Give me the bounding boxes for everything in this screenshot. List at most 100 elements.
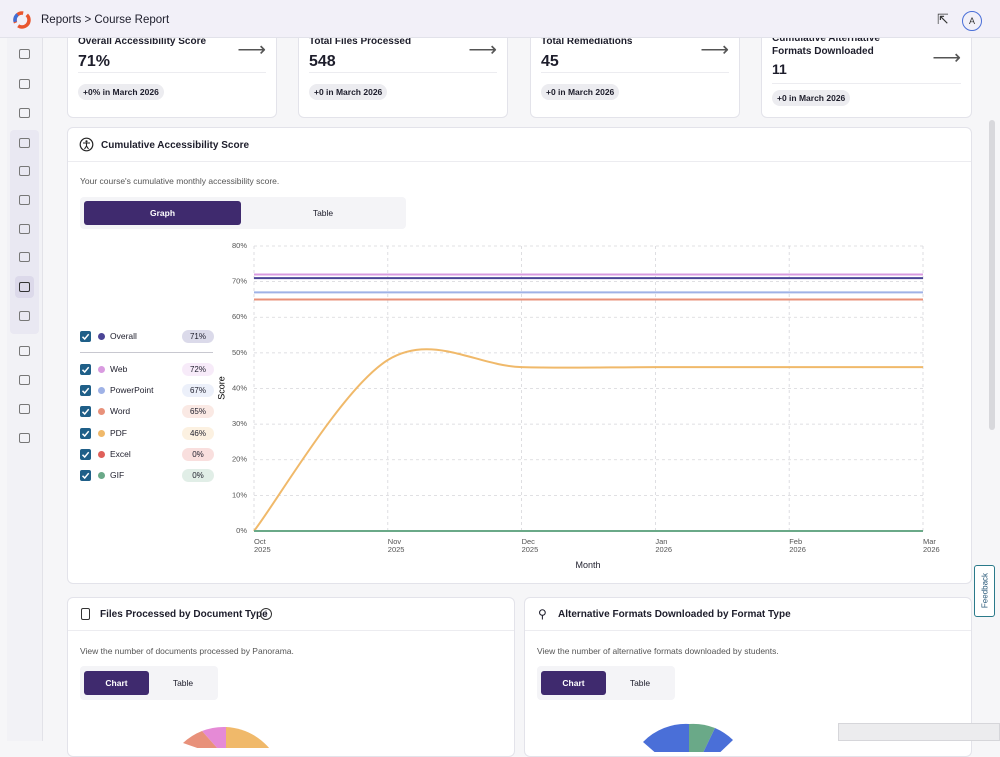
checkbox[interactable] <box>80 364 91 375</box>
legend-value: 72% <box>182 363 214 376</box>
x-tick-label: Dec 2025 <box>521 537 539 554</box>
legend-label: Word <box>110 406 131 417</box>
line-chart: Score 0% 10% 20% 30% 40% 50% 60% 70% 80% <box>216 241 924 535</box>
card-change: +0% in March 2026 <box>78 84 164 100</box>
card-value: 45 <box>541 53 559 70</box>
nav-group <box>10 130 39 334</box>
nav-icon[interactable] <box>19 404 30 414</box>
card-value: 11 <box>772 61 787 77</box>
scrollbar[interactable] <box>989 120 995 430</box>
x-tick-label: Mar 2026 <box>923 537 940 554</box>
y-tick-label: 0% <box>236 526 247 535</box>
header: Reports > Course Report ⇱ A <box>0 0 1000 38</box>
legend-divider <box>80 352 213 353</box>
legend-item[interactable]: PDF 46% <box>80 426 215 443</box>
logo <box>13 11 31 29</box>
nav-icon[interactable] <box>19 311 30 321</box>
stat-card[interactable]: Cumulative Alternative Formats Downloade… <box>761 22 972 118</box>
files-panel: Files Processed by Document Type i View … <box>67 597 515 757</box>
feedback-tab[interactable]: Feedback <box>974 565 995 617</box>
nav-icon[interactable] <box>19 433 30 443</box>
y-tick-label: 70% <box>232 277 247 286</box>
checkbox[interactable] <box>80 470 91 481</box>
legend-item[interactable]: PowerPoint 67% <box>80 384 215 400</box>
legend-value: 67% <box>182 384 214 398</box>
legend-label: PDF <box>110 427 127 438</box>
checkbox[interactable] <box>80 385 91 397</box>
legend-value: 0% <box>182 447 214 461</box>
arrow: ⟶ <box>932 47 961 69</box>
checkbox[interactable] <box>80 331 91 342</box>
nav-icon[interactable] <box>19 282 30 292</box>
feedback-label: Feedback <box>980 572 990 609</box>
x-tick-label: Nov 2025 <box>387 537 405 554</box>
nav-icon[interactable] <box>19 79 30 89</box>
pie-chart-preview <box>643 723 733 752</box>
info-icon[interactable]: i <box>260 608 272 620</box>
card-value: 71% <box>78 53 111 70</box>
formats-icon: ⚲ <box>538 607 547 621</box>
legend-swatch <box>98 450 105 458</box>
check <box>81 366 90 374</box>
overlay-box <box>838 723 1000 741</box>
tab-bar: Chart Table <box>80 666 218 700</box>
card-value: 548 <box>309 53 336 70</box>
divider <box>772 83 961 84</box>
y-tick-label: 30% <box>232 419 247 428</box>
score-panel: Cumulative Accessibility Score Your cour… <box>67 127 972 584</box>
legend-value: 65% <box>182 405 214 419</box>
tab[interactable]: Chart <box>84 671 149 695</box>
card-change: +0 in March 2026 <box>309 84 388 100</box>
legend-label: Web <box>110 364 128 374</box>
checkbox[interactable] <box>80 448 91 460</box>
tab[interactable]: Chart <box>541 671 606 695</box>
check <box>81 333 90 341</box>
nav-icon[interactable] <box>19 375 30 385</box>
nav-icon[interactable] <box>19 166 30 176</box>
tab[interactable]: Table <box>629 678 651 688</box>
card-change: +0 in March 2026 <box>772 90 851 106</box>
legend-item[interactable]: Web 72% <box>80 363 215 379</box>
check <box>81 387 90 395</box>
nav-icon[interactable] <box>19 252 30 262</box>
nav-icon[interactable] <box>19 49 30 59</box>
y-tick-label: 40% <box>232 383 247 392</box>
checkbox[interactable] <box>80 406 91 418</box>
stat-card[interactable]: Total Files Processed 548 ⟶ +0 in March … <box>298 22 508 118</box>
tab[interactable]: Table <box>312 208 334 218</box>
series-line <box>253 348 923 532</box>
card-title: Cumulative Alternative Formats Downloade… <box>772 33 880 57</box>
nav-active[interactable] <box>15 276 34 298</box>
avatar[interactable]: A <box>962 11 982 31</box>
legend-item[interactable]: Excel 0% <box>80 447 215 464</box>
panel-title: Files Processed by Document Type <box>100 609 268 620</box>
y-tick-label: 20% <box>232 455 247 464</box>
legend-value: 46% <box>182 426 214 440</box>
stat-card[interactable]: Overall Accessibility Score 71% ⟶ +0% in… <box>67 22 277 118</box>
check <box>81 430 90 437</box>
open-external[interactable]: ⇱ <box>937 11 949 27</box>
legend-item[interactable]: Word 65% <box>80 405 215 421</box>
legend-item[interactable]: Overall 71% <box>80 330 215 346</box>
nav-icon[interactable] <box>19 138 30 148</box>
nav-icon[interactable] <box>19 195 30 205</box>
tab[interactable]: Table <box>172 678 194 688</box>
tab[interactable]: Graph <box>84 201 241 225</box>
nav-icon[interactable] <box>19 224 30 234</box>
tab-bar: Chart Table <box>537 666 675 700</box>
y-tick-label: 60% <box>232 312 247 321</box>
arrow: ⟶ <box>237 39 266 61</box>
doc-icon <box>81 608 90 620</box>
accessibility-icon <box>79 137 94 152</box>
divider <box>78 72 266 73</box>
nav-icon[interactable] <box>19 108 30 118</box>
legend-swatch <box>98 472 105 479</box>
legend-item[interactable]: GIF 0% <box>80 469 215 485</box>
y-tick-label: 10% <box>232 490 247 499</box>
checkbox[interactable] <box>80 427 91 439</box>
nav-icon[interactable] <box>19 346 30 356</box>
breadcrumb: Reports > Course Report <box>41 14 170 26</box>
x-tick-label: Oct 2025 <box>254 537 271 554</box>
legend-swatch <box>98 408 105 416</box>
